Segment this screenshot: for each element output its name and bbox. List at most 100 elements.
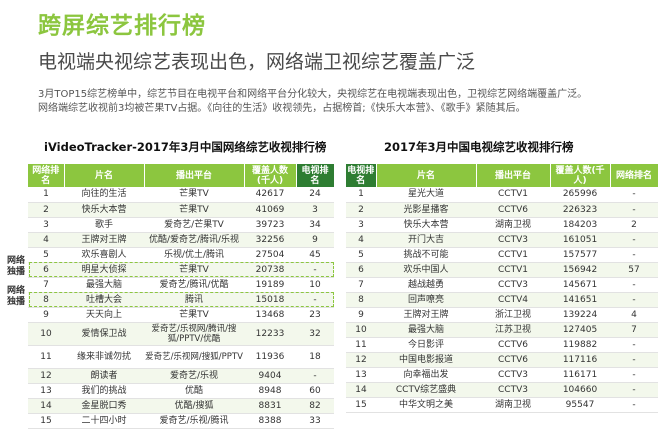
network-table-cell: 3	[28, 217, 64, 233]
page-title: 跨屏综艺排行榜	[38, 13, 206, 39]
network-table-cell: -	[296, 262, 334, 278]
tv-table-row: 11 今日影评 CCTV6 119882-	[346, 337, 658, 353]
tv-table-header-1: 片名	[376, 164, 477, 187]
tv-table-row: 1 星光大道 CCTV1 265996-	[346, 187, 658, 203]
tv-ranking-title: 2017年3月中国电视综艺收视排行榜	[384, 140, 574, 154]
network-table-cell: 42617	[244, 187, 296, 203]
network-table-cell: 歌手	[64, 217, 144, 233]
network-table-cell: 5	[28, 247, 64, 263]
network-table-cell: 爱情保卫战	[64, 322, 144, 346]
tv-table-cell: -	[610, 232, 658, 248]
tv-table-cell: 8	[346, 292, 376, 308]
tv-table-cell: 挑战不可能	[376, 247, 476, 263]
exclusive-label: 网络独播	[6, 286, 25, 307]
tv-table-cell: 最强大脑	[376, 322, 476, 338]
tv-table-row: 10 最强大脑 江苏卫视 127405 7	[346, 322, 658, 338]
tv-table-row: 13 向幸福出发 CCTV3 116171-	[346, 367, 658, 383]
network-table-cell: 乐视/优土/腾讯	[144, 247, 244, 263]
network-table-cell: 爱奇艺/乐视/腾讯	[144, 413, 244, 429]
network-table-cell: 二十四小时	[64, 413, 144, 429]
network-table-cell: 14	[28, 398, 64, 414]
network-table-cell: 32256	[244, 232, 296, 248]
network-table-cell: 芒果TV	[144, 187, 244, 203]
network-table-cell: 10	[28, 322, 64, 346]
tv-table-cell: CCTV6	[476, 337, 550, 353]
tv-table-cell: -	[610, 352, 658, 368]
tv-table-cell: -	[610, 277, 658, 293]
tv-table-row: 7 越战越勇 CCTV3 145671-	[346, 277, 658, 293]
tv-table-cell: 7	[346, 277, 376, 293]
tv-table-cell: 14	[346, 382, 376, 398]
network-table-cell: 快乐大本营	[64, 202, 144, 218]
network-table-cell: 12233	[244, 322, 296, 346]
tv-table-cell: 141651	[550, 292, 610, 308]
network-table-cell: 20738	[244, 262, 296, 278]
network-table-cell: 19189	[244, 277, 296, 293]
tv-table-row: 4 开门大吉 CCTV3 161051-	[346, 232, 658, 248]
network-table-row: 13 我们的挑战 优酷 8948 60	[28, 383, 334, 399]
network-table-row: 9 天天向上 芒果TV 13468 23	[28, 307, 334, 323]
tv-table-cell: 江苏卫视	[476, 322, 550, 338]
tv-table-row: 2 光影星播客 CCTV6 226323-	[346, 202, 658, 218]
network-table-cell: 2	[28, 202, 64, 218]
tv-table-cell: 104660	[550, 382, 610, 398]
tv-table-cell: CCTV3	[476, 277, 550, 293]
tv-table-cell: 3	[346, 217, 376, 233]
network-table-row: 2 快乐大本营 芒果TV 41069 3	[28, 202, 334, 218]
tv-table-cell: 快乐大本营	[376, 217, 476, 233]
tv-table-cell: 161051	[550, 232, 610, 248]
tv-table-cell: CCTV6	[476, 352, 550, 368]
network-table-cell: 6	[28, 262, 64, 278]
tv-table-header-2: 播出平台	[476, 164, 551, 187]
network-table-row: 8 吐槽大会 腾讯 15018-	[28, 292, 334, 308]
tv-table-cell: 2	[346, 202, 376, 218]
tv-table-cell: 今日影评	[376, 337, 476, 353]
network-table-cell: 最强大脑	[64, 277, 144, 293]
tv-table-cell: 145671	[550, 277, 610, 293]
network-table-cell: 吐槽大会	[64, 292, 144, 308]
network-table-cell: 向往的生活	[64, 187, 144, 203]
network-table-cell: -	[296, 292, 334, 308]
network-table-cell: 天天向上	[64, 307, 144, 323]
network-table-row: 7 最强大脑 爱奇艺/腾讯/优酷 19189 10	[28, 277, 334, 293]
network-table-cell: 明星大侦探	[64, 262, 144, 278]
tv-table-cell: CCTV3	[476, 367, 550, 383]
tv-table-cell: 156942	[550, 262, 610, 278]
network-table-cell: 12	[28, 368, 64, 384]
tv-table-cell: CCTV3	[476, 232, 550, 248]
network-table-cell: 朗读者	[64, 368, 144, 384]
tv-table-cell: 15	[346, 397, 376, 413]
network-table-row: 11 缘来非诚勿扰 爱奇艺/乐视网/搜狐/PPTV 11936 18	[28, 345, 334, 369]
network-table-cell: 1	[28, 187, 64, 203]
network-table-cell: 39723	[244, 217, 296, 233]
network-table-row: 3 歌手 爱奇艺/芒果TV 39723 34	[28, 217, 334, 233]
tv-table-cell: 12	[346, 352, 376, 368]
tv-table-row: 12 中国电影报道 CCTV6 117116-	[346, 352, 658, 368]
network-ranking-table: 网络排名 片名 播出平台 覆盖人数(千人) 电视排名 1 向往的生活 芒果TV 42617 24…	[28, 164, 335, 429]
network-table-cell: 爱奇艺/乐视网/搜狐/PPTV	[144, 345, 244, 369]
network-table-cell: 11	[28, 345, 64, 369]
tv-table-cell: CCTV4	[476, 292, 550, 308]
network-table-cell: 15018	[244, 292, 296, 308]
tv-table-cell: 湖南卫视	[476, 217, 550, 233]
network-table-header-4: 电视排名	[296, 164, 335, 187]
exclusive-label: 网络独播	[6, 256, 25, 277]
network-table-cell: 爱奇艺/乐视	[144, 368, 244, 384]
network-ranking-title: iVideoTracker-2017年3月中国网络综艺收视排行榜	[44, 140, 327, 154]
tv-table-cell: -	[610, 202, 658, 218]
network-table-header-2: 播出平台	[144, 164, 245, 187]
tv-table-cell: 浙江卫视	[476, 307, 550, 323]
tv-table-header-0: 电视排名	[346, 164, 377, 187]
network-table-cell: 欢乐喜剧人	[64, 247, 144, 263]
tv-table-cell: -	[610, 247, 658, 263]
network-table-cell: 33	[296, 413, 334, 429]
network-table-cell: 13	[28, 383, 64, 399]
network-table-row: 15 二十四小时 爱奇艺/乐视/腾讯 8388 33	[28, 413, 334, 429]
tv-table-cell: 95547	[550, 397, 610, 413]
tv-table-cell: CCTV1	[476, 187, 550, 203]
tv-table-cell: 184203	[550, 217, 610, 233]
tv-table-cell: 10	[346, 322, 376, 338]
tv-table-cell: 4	[346, 232, 376, 248]
description-line-2: 网络端综艺收视前3均被芒果TV占据。《向往的生活》收视领先，占据榜首;《快乐大本…	[38, 103, 526, 114]
network-table-cell: 60	[296, 383, 334, 399]
